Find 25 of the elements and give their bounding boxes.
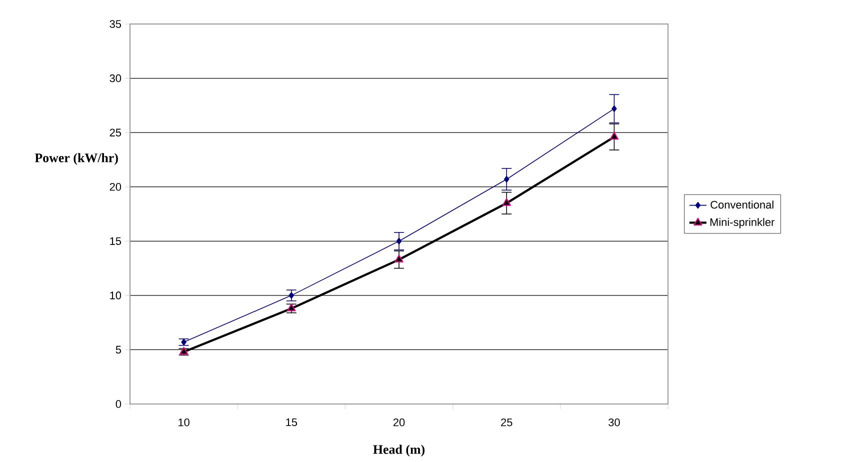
point	[288, 292, 294, 299]
y-axis-title: Power (kW/hr)	[34, 153, 118, 165]
x-tick-label: 15	[286, 418, 298, 426]
point	[610, 132, 619, 140]
x-tick-label: 10	[178, 418, 190, 426]
y-tick-label: 25	[110, 128, 122, 136]
y-tick-label: 30	[110, 74, 122, 82]
x-tick-label: 25	[501, 418, 512, 426]
x-tick-label: 20	[393, 418, 405, 426]
point	[181, 338, 186, 346]
y-tick-label: 20	[110, 182, 122, 191]
y-tick-label: 10	[110, 292, 122, 300]
legend-label: Conventional	[710, 200, 774, 209]
point	[502, 198, 511, 206]
point	[612, 105, 617, 112]
point	[396, 238, 402, 245]
y-tick-label: 35	[110, 20, 122, 28]
y-tick-label: 5	[116, 346, 122, 354]
x-tick-label: 30	[608, 418, 620, 426]
y-tick-label: 15	[110, 237, 122, 245]
y-tick-label: 0	[116, 400, 122, 408]
point	[504, 176, 510, 183]
point	[394, 254, 404, 262]
x-axis-title: Head (m)	[373, 444, 425, 456]
legend-label: Mini-sprinkler	[710, 218, 774, 228]
